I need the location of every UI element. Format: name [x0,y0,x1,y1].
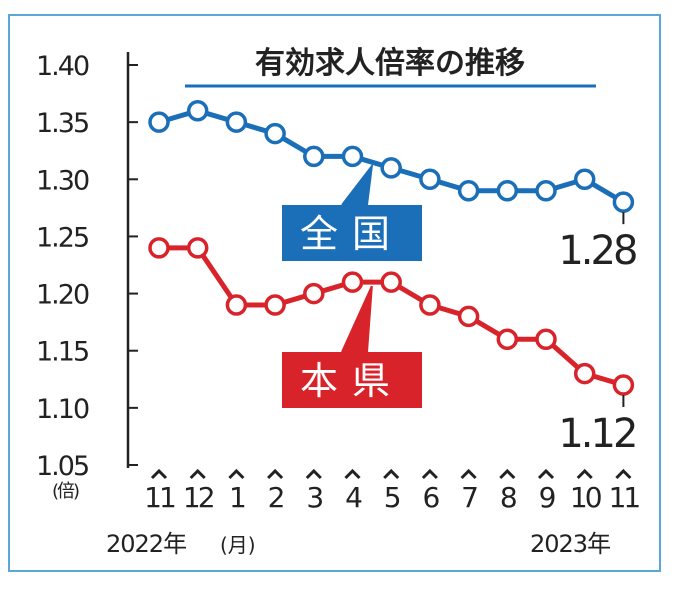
x-tick-mark [189,468,206,480]
series-1: 1.12 本県 [148,237,638,457]
x-tick-label: 12 [183,481,214,514]
x-tick-mark [576,468,593,480]
y-tick-label: 1.35 [36,108,88,139]
data-point [264,294,286,316]
legend-box [282,205,422,261]
legend-box [282,352,422,408]
data-point [148,111,170,133]
chart-frame [8,14,661,572]
x-tick-label: 6 [422,481,439,514]
data-point [457,179,480,202]
data-point [496,328,519,351]
x-tick-label: 3 [306,481,322,514]
x-tick-label: 4 [345,481,362,514]
data-point [612,191,635,213]
data-point [573,168,596,191]
data-point [225,111,248,133]
y-tick-label: 1.30 [36,165,89,196]
data-point [419,294,441,316]
series-0: 1.28 全国 [148,99,639,274]
y-tick-label: 1.20 [36,280,89,311]
y-tick-label: 1.15 [36,337,88,368]
legend-pointer [341,162,374,206]
data-point [573,362,596,385]
data-point [380,157,402,179]
chart-title: 有効求人倍率の推移 [255,46,525,81]
data-point [225,294,248,316]
x-tick-mark [150,468,168,480]
x-tick-label: 9 [539,481,555,514]
legend-pointer [341,285,373,353]
data-point [341,145,364,168]
x-tick-label: 5 [384,481,400,514]
data-point [186,237,209,259]
end-value-label: 1.12 [558,411,635,457]
x-tick-mark [499,468,516,480]
y-tick-label: 1.25 [36,222,88,253]
year-end-label: 2023年 [530,530,610,558]
x-tick-label: 11 [144,481,175,514]
x-tick-mark [383,468,400,480]
data-point [612,374,635,396]
data-point [535,179,557,202]
x-tick-mark [460,468,477,480]
x-tick-label: 8 [500,481,516,514]
data-point [496,179,519,202]
x-tick-mark [228,468,245,480]
x-tick-mark [344,468,361,480]
y-tick-label: 1.10 [36,394,89,425]
x-tick-mark [615,468,632,480]
data-point [186,99,209,122]
data-point [419,168,441,191]
x-tick-label: 11 [609,481,640,514]
data-point [535,328,557,351]
data-point [148,237,170,259]
year-start-label: 2022年 [106,530,186,558]
x-tick-label: 10 [570,481,601,514]
x-tick-mark [537,468,555,480]
x-tick-mark [267,468,284,480]
data-point [303,282,325,305]
x-tick-label: 2 [268,481,284,514]
y-tick-label: 1.05 [36,451,88,482]
legend-label: 本県 [300,359,404,403]
data-point [380,271,402,293]
data-point [264,122,286,145]
end-value-label: 1.28 [558,228,636,274]
data-point [341,271,364,293]
y-unit-label: (倍) [52,481,79,502]
x-tick-mark [421,468,438,480]
data-point [457,305,480,328]
x-tick-label: 7 [461,481,477,514]
x-tick-mark [305,468,322,480]
x-tick-label: 1 [229,481,245,514]
legend-label: 全国 [300,212,404,256]
y-tick-label: 1.40 [36,51,89,82]
data-point [303,145,325,168]
x-unit-label: (月) [220,533,256,557]
